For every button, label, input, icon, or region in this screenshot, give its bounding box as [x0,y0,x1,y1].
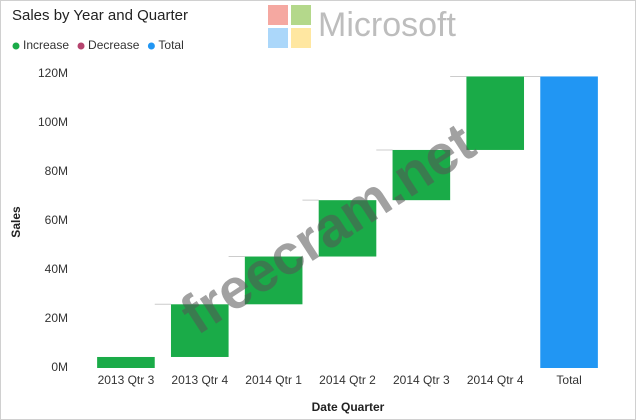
bar [466,76,525,150]
legend-label: Total [158,38,183,52]
x-tick-label: 2014 Qtr 3 [393,373,450,387]
legend: Increase Decrease Total [12,38,184,52]
watermark-logo-text: Microsoft [318,6,456,44]
x-tick-label: 2013 Qtr 4 [171,373,228,387]
legend-label: Decrease [88,38,140,52]
x-tick-label: 2014 Qtr 2 [319,373,376,387]
chart-title: Sales by Year and Quarter [12,7,188,24]
x-tick-label: 2014 Qtr 1 [245,373,302,387]
y-tick-label: 20M [45,311,68,325]
x-tick-label: Total [556,373,581,387]
logo-square [268,5,288,25]
bar [540,76,598,368]
logo-square [291,5,311,25]
y-axis-title: Sales [9,206,23,238]
x-axis-title: Date Quarter [312,400,385,414]
y-tick-label: 80M [45,164,68,178]
y-tick-label: 0M [51,360,68,374]
y-tick-label: 100M [38,115,68,129]
logo-square [268,28,288,48]
bar [392,149,451,201]
legend-marker [77,42,85,50]
legend-marker [147,42,155,50]
y-tick-label: 60M [45,213,68,227]
bar [318,200,377,257]
bar [244,256,303,305]
x-tick-label: 2013 Qtr 3 [98,373,155,387]
legend-marker [12,42,20,50]
logo-square [291,28,311,48]
y-tick-label: 120M [38,66,68,80]
legend-label: Increase [23,38,69,52]
y-tick-label: 40M [45,262,68,276]
bar [170,304,229,357]
x-tick-label: 2014 Qtr 4 [467,373,524,387]
plot-area: 0M 20M 40M 60M 80M 100M 120M 2013 Qtr 3 2013 Qtr… [38,66,598,387]
bar [97,356,155,368]
logo: Microsoft [268,5,456,48]
